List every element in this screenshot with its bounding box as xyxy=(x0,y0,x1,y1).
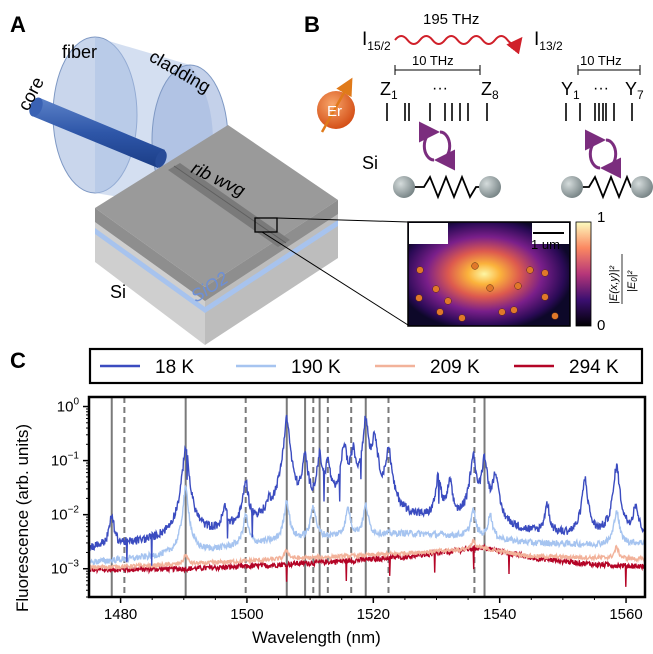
zoom-line-bottom xyxy=(261,231,409,326)
y7-label: Y7 xyxy=(625,79,644,102)
colorbar xyxy=(575,221,592,327)
series-line-190k xyxy=(89,484,645,566)
y-tick-label: 100 xyxy=(57,397,80,416)
x-tick-label: 1500 xyxy=(230,606,263,623)
er-dot xyxy=(498,308,506,316)
y-tick-label: 10−3 xyxy=(51,559,80,578)
er-dot xyxy=(444,297,452,305)
level-i15: I15/2 xyxy=(362,29,391,53)
er-dot xyxy=(526,266,534,274)
svg-text:|E0|²: |E0|² xyxy=(626,270,639,292)
fiber-label: fiber xyxy=(62,42,97,62)
er-dot xyxy=(415,294,423,302)
x-axis-label: Wavelength (nm) xyxy=(252,628,381,647)
transition-label: 195 THz xyxy=(423,11,479,28)
cbar-max: 1 xyxy=(597,209,605,226)
x-tick-label: 1560 xyxy=(609,606,642,623)
er-dot xyxy=(436,308,444,316)
zoom-line-top xyxy=(276,217,409,223)
plot-frame xyxy=(87,395,647,599)
chart-legend: 18 K 190 K 209 K 294 K xyxy=(88,347,644,385)
er-dot xyxy=(510,306,518,314)
er-ion xyxy=(317,77,355,133)
er-label: Er xyxy=(327,103,342,120)
x-tick-label: 1480 xyxy=(104,606,137,623)
x-tick-label: 1520 xyxy=(357,606,390,623)
er-dot xyxy=(416,266,424,274)
svg-text:|E(x,y)|²: |E(x,y)|² xyxy=(608,266,620,304)
si-block-label: Si xyxy=(110,282,126,302)
cbar-label: |E(x,y)|² |E0|² xyxy=(608,254,639,304)
z-stark-levels xyxy=(386,103,488,121)
z1-label: Z1 xyxy=(380,79,398,102)
field-inset xyxy=(407,221,571,327)
er-dot xyxy=(514,282,522,290)
coupling-arrows-right xyxy=(584,129,622,179)
er-dot xyxy=(486,284,494,292)
z-dots: ··· xyxy=(432,80,448,97)
panel-b-label: B xyxy=(304,12,320,37)
er-dot xyxy=(458,314,466,322)
x-tick-label: 1540 xyxy=(483,606,516,623)
panel-c-label: C xyxy=(10,348,26,373)
si-phonon-label: Si xyxy=(362,153,378,173)
y-tick-label: 10−1 xyxy=(51,451,80,470)
cbar-min: 0 xyxy=(597,317,605,334)
right-span-label: 10 THz xyxy=(580,53,622,68)
phonon-spring-right xyxy=(561,174,653,200)
coupling-arrows-left xyxy=(418,121,456,171)
phonon-spring-left xyxy=(393,174,501,200)
series-line-18k xyxy=(89,414,645,566)
z8-label: Z8 xyxy=(481,79,499,102)
transition-wave xyxy=(394,35,523,55)
legend-209k: 209 K xyxy=(430,357,480,378)
er-dot xyxy=(541,269,549,277)
scale-bar-label: 1 um xyxy=(531,237,560,252)
y-stark-levels xyxy=(565,103,633,121)
level-i13: I13/2 xyxy=(534,29,563,53)
fluorescence-plot: 1480 1500 1520 1540 1560 100 10−1 10−2 10−3 xyxy=(51,395,647,623)
y-tick-label: 10−2 xyxy=(51,505,80,524)
y-axis-label: Fluorescence (arb. units) xyxy=(13,424,32,612)
y-dots: ··· xyxy=(593,80,609,97)
series-line-294k xyxy=(89,543,645,587)
panel-a-label: A xyxy=(10,12,26,37)
er-dot xyxy=(541,293,549,301)
left-span-label: 10 THz xyxy=(412,53,454,68)
zoom-box xyxy=(254,217,278,233)
er-dot xyxy=(551,312,559,320)
chip-block xyxy=(95,125,338,345)
legend-190k: 190 K xyxy=(291,357,341,378)
legend-294k: 294 K xyxy=(569,357,619,378)
y1-label: Y1 xyxy=(561,79,580,102)
legend-18k: 18 K xyxy=(155,357,194,378)
er-dot xyxy=(432,285,440,293)
series-line-209k xyxy=(89,537,645,572)
er-dot xyxy=(471,262,479,270)
